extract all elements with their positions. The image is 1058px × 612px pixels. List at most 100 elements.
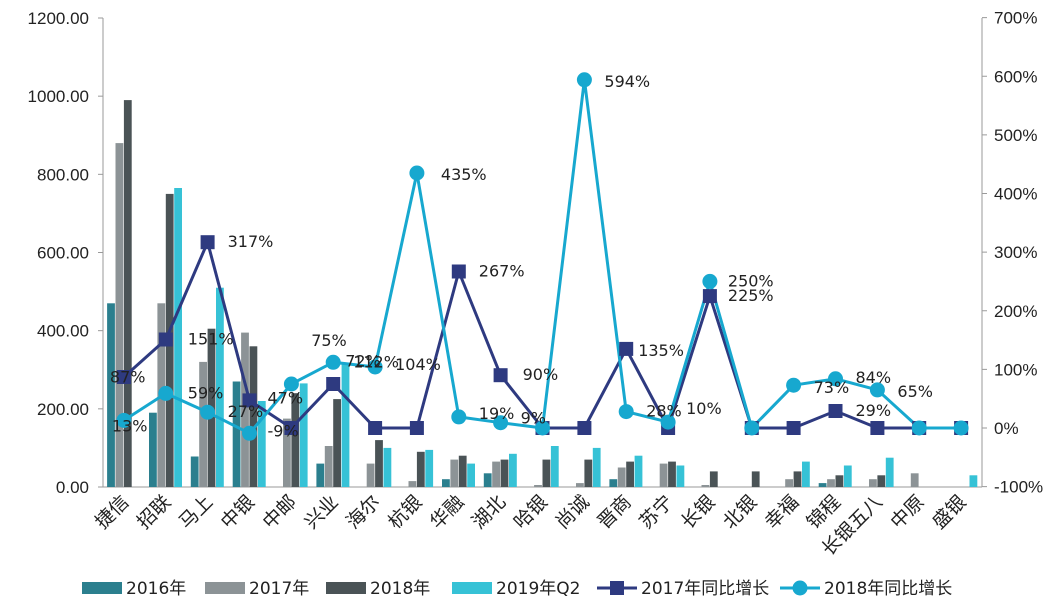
bar-2016年 (609, 479, 618, 487)
category-label: 中邮 (258, 491, 300, 533)
bar-2017年 (617, 467, 626, 487)
bar-2018年 (123, 100, 132, 487)
bar-2019年Q2 (676, 465, 685, 487)
bar-2017年 (199, 361, 207, 487)
marker-square (284, 421, 299, 435)
legend-swatch (326, 582, 366, 594)
category-label: 苏宁 (635, 491, 677, 533)
data-label: 267% (479, 262, 525, 281)
right-tick-label: -100% (994, 478, 1043, 497)
data-label: 65% (897, 382, 933, 401)
legend-label: 2016年 (126, 579, 186, 599)
legend-marker-circle (792, 580, 808, 596)
marker-circle (618, 404, 634, 420)
marker-circle (911, 420, 927, 436)
bar-2019年Q2 (843, 465, 852, 487)
bar-2019年Q2 (257, 401, 266, 487)
left-tick-label: 800.00 (37, 165, 89, 184)
category-label: 中银 (217, 491, 259, 533)
bar-2019年Q2 (969, 475, 978, 487)
data-label: 135% (638, 341, 684, 360)
legend-label: 2017年 (249, 579, 309, 599)
bar-2017年 (910, 473, 919, 487)
bar-2019年Q2 (592, 447, 601, 487)
bar-2019年Q2 (885, 457, 894, 487)
marker-square (200, 235, 215, 250)
bar-2019年Q2 (299, 383, 308, 487)
data-label: 84% (856, 368, 892, 387)
axes: 0.00 200.00 400.00 600.00 800.00 1000.00 1200.… (28, 9, 1044, 561)
marker-square (702, 289, 717, 304)
data-label: 317% (228, 232, 274, 251)
bar-2018年 (751, 471, 760, 487)
legend-marker-square (610, 581, 624, 595)
marker-circle (576, 72, 592, 88)
bar-2018年 (458, 455, 467, 487)
right-tick-label: 400% (994, 185, 1037, 204)
marker-square (619, 341, 634, 356)
bar-2017年 (324, 446, 333, 487)
right-tick-label: 700% (994, 9, 1037, 28)
data-label: 19% (479, 404, 515, 423)
bar-2018年 (835, 475, 844, 487)
category-label: 幸福 (761, 491, 803, 533)
bar-2016年 (316, 463, 325, 487)
bar-2018年 (500, 459, 509, 487)
right-tick-label: 100% (994, 360, 1037, 379)
bar-2018年 (333, 399, 341, 487)
bar-2019年Q2 (802, 461, 810, 487)
bar-2017年 (408, 481, 417, 487)
marker-square (368, 421, 383, 435)
category-label: 晋商 (593, 491, 635, 533)
marker-circle (325, 354, 341, 370)
legend-swatch (205, 582, 245, 594)
marker-square (409, 421, 424, 435)
bar-2017年 (283, 418, 291, 487)
marker-square (158, 332, 173, 347)
bar-2018年 (542, 459, 551, 487)
marker-circle (451, 409, 467, 425)
bar-2019年Q2 (174, 188, 182, 487)
bar-2018年 (668, 461, 676, 487)
bar-2017年 (492, 461, 500, 487)
category-label: 杭银 (384, 491, 426, 533)
data-label: 73% (814, 378, 850, 397)
marker-circle (367, 359, 383, 375)
legend-label: 2018年 (370, 579, 430, 599)
category-label: 中原 (886, 491, 928, 533)
marker-circle (493, 415, 509, 431)
data-label: 112% (353, 352, 399, 371)
data-label: 47% (268, 388, 304, 407)
bar-2019年Q2 (383, 447, 392, 487)
line-markers (116, 72, 969, 441)
data-label: 75% (311, 331, 347, 350)
marker-square (828, 404, 843, 418)
bar-2017年 (701, 485, 710, 487)
right-tick-label: 600% (994, 67, 1037, 86)
marker-circle (828, 371, 843, 387)
bar-2019年Q2 (509, 453, 517, 487)
legend-label: 2018年同比增长 (824, 579, 952, 599)
marker-circle (869, 382, 885, 398)
data-label: 87% (110, 367, 146, 386)
bar-2018年 (249, 346, 258, 487)
data-label: 225% (728, 286, 774, 305)
marker-circle (242, 425, 257, 441)
marker-circle (660, 414, 676, 430)
marker-square (326, 377, 341, 391)
data-label: 9% (521, 409, 546, 428)
category-label: 哈银 (510, 491, 552, 533)
bar-2017年 (785, 479, 793, 487)
right-tick-label: 500% (994, 126, 1037, 145)
bar-2016年 (149, 412, 157, 487)
bar-2019年Q2 (216, 287, 224, 487)
right-tick-label: 300% (994, 243, 1037, 262)
legend-swatch (452, 582, 492, 594)
data-label: 151% (188, 330, 234, 349)
bar-2019年Q2 (467, 463, 475, 487)
bar-2016年 (483, 473, 492, 487)
legend: 2016年 2017年 2018年 2019年Q2 2017年同比增长 2018年同比增长 (82, 579, 952, 599)
marker-circle (283, 376, 299, 392)
category-label: 华融 (426, 491, 468, 533)
